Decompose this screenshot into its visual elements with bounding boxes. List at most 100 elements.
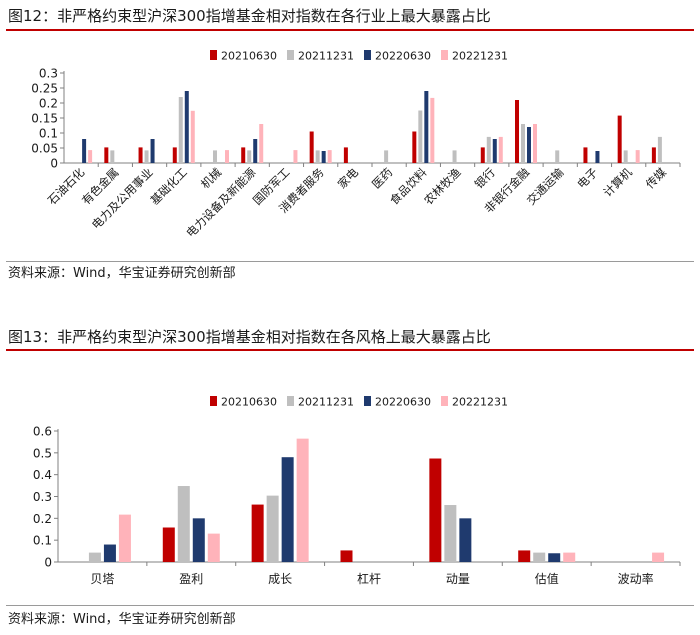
bar-20211231-农林牧渔 <box>452 150 457 163</box>
category-label: 电力及公用事业 <box>89 165 156 232</box>
legend-label-20221231: 20221231 <box>452 396 508 409</box>
category-label: 盈利 <box>179 572 203 586</box>
category-label: 家电 <box>335 165 362 192</box>
y-tick-label: 0.05 <box>31 142 58 156</box>
bar-20210630-杠杆 <box>340 550 353 562</box>
y-tick-label: 0 <box>44 556 52 570</box>
category-label: 交通运输 <box>524 165 567 208</box>
bar-20221231-国防军工 <box>293 150 298 163</box>
bar-20221231-盈利 <box>207 533 220 562</box>
chart-2-source: 资料来源：Wind，华宝证券研究创新部 <box>8 612 236 627</box>
legend: 20210630 20211231 20220630 20221231 <box>210 396 508 409</box>
category-label: 基础化工 <box>147 165 189 207</box>
bar-20220630-食品饮料 <box>424 91 429 163</box>
bar-20221231-估值 <box>563 552 576 562</box>
y-tick-label: 0.1 <box>39 127 58 141</box>
bar-20211231-机械 <box>213 150 217 163</box>
y-tick-label: 0.6 <box>33 425 52 439</box>
category-label: 医药 <box>369 165 395 191</box>
bar-20210630-盈利 <box>162 527 175 562</box>
bar-20211231-基础化工 <box>178 97 183 163</box>
bar-20211231-非银行金融 <box>521 124 525 163</box>
bar-20211231-交通运输 <box>555 150 560 163</box>
bar-20211231-医药 <box>384 150 389 163</box>
legend-swatch-20220630 <box>364 396 371 406</box>
bar-20221231-食品饮料 <box>430 97 435 163</box>
bar-20210630-基础化工 <box>172 147 177 163</box>
legend-label-20220630: 20220630 <box>375 50 431 63</box>
chart-2-title: 图13：非严格约束型沪深300指增基金相对指数在各风格上最大暴露占比 <box>8 328 491 346</box>
category-label: 传媒 <box>643 165 670 192</box>
bar-20221231-基础化工 <box>190 110 195 163</box>
chart-1-title-rule <box>6 29 694 31</box>
bar-20220630-盈利 <box>192 518 205 562</box>
bar-20210630-动量 <box>429 458 442 562</box>
bar-20220630-银行 <box>492 139 497 163</box>
legend-label-20210630: 20210630 <box>221 396 277 409</box>
bar-20211231-成长 <box>266 495 279 562</box>
bar-20211231-动量 <box>444 505 457 562</box>
category-label: 估值 <box>535 571 559 586</box>
bar-20210630-电子 <box>583 147 588 163</box>
bar-20211231-贝塔 <box>88 552 101 562</box>
bar-20210630-估值 <box>518 550 531 562</box>
legend-swatch-20210630 <box>210 396 217 406</box>
chart-1-industry-exposure: 20210630 20211231 20220630 2022123100.050.1… <box>31 50 681 240</box>
chart-2-source-rule <box>6 605 694 606</box>
bar-20210630-成长 <box>251 504 264 562</box>
bar-20221231-贝塔 <box>118 514 131 562</box>
bar-20211231-食品饮料 <box>418 110 423 163</box>
bar-20221231-成长 <box>296 438 309 562</box>
chart-2-title-rule <box>6 349 694 351</box>
bar-20220630-贝塔 <box>103 544 116 562</box>
bar-20210630-家电 <box>343 147 348 163</box>
bar-20221231-波动率 <box>652 552 665 562</box>
bar-20220630-电力及公用事业 <box>150 139 155 163</box>
bar-20221231-石油石化 <box>88 150 93 163</box>
category-label: 波动率 <box>618 571 654 586</box>
bar-20220630-非银行金融 <box>527 127 531 163</box>
legend-label-20211231: 20211231 <box>298 396 354 409</box>
bar-20220630-估值 <box>548 553 561 562</box>
legend-swatch-20220630 <box>364 50 371 60</box>
bar-20221231-银行 <box>498 136 503 163</box>
y-tick-label: 0.2 <box>33 512 52 526</box>
category-label: 动量 <box>446 572 470 586</box>
chart-1-title: 图12：非严格约束型沪深300指增基金相对指数在各行业上最大暴露占比 <box>8 7 491 25</box>
legend-swatch-20211231 <box>287 396 294 406</box>
chart-1-source: 资料来源：Wind，华宝证券研究创新部 <box>8 266 236 281</box>
y-tick-label: 0.1 <box>33 534 52 548</box>
bar-20221231-消费者服务 <box>327 150 332 163</box>
bar-20221231-计算机 <box>635 150 640 163</box>
bar-20221231-电力设备及新能源 <box>259 124 264 163</box>
bar-20211231-估值 <box>533 552 546 562</box>
y-tick-label: 0.5 <box>33 446 52 460</box>
bar-20220630-石油石化 <box>82 139 87 163</box>
bar-20220630-动量 <box>459 518 472 562</box>
bar-20211231-消费者服务 <box>315 150 320 163</box>
legend-label-20221231: 20221231 <box>452 50 508 63</box>
category-label: 农林牧渔 <box>421 165 463 207</box>
bar-20220630-成长 <box>281 457 294 562</box>
bar-20221231-非银行金融 <box>533 124 537 163</box>
bar-20221231-机械 <box>225 150 229 163</box>
bar-20210630-非银行金融 <box>515 100 519 163</box>
y-tick-label: 0.15 <box>31 112 58 126</box>
category-label: 杠杆 <box>357 571 381 586</box>
bar-20220630-电子 <box>595 151 600 163</box>
chart-2-style-exposure: 20210630 20211231 20220630 20221231 0 0.1 0.2 0… <box>33 396 681 586</box>
bar-20210630-食品饮料 <box>412 131 417 163</box>
legend: 20210630 20211231 20220630 20221231 <box>210 50 508 63</box>
legend-label-20220630: 20220630 <box>375 396 431 409</box>
bar-20220630-消费者服务 <box>321 151 326 163</box>
y-tick-label: 0.3 <box>33 490 52 504</box>
legend-swatch-20210630 <box>210 50 217 60</box>
y-tick-label: 0.25 <box>31 82 58 96</box>
bar-20210630-传媒 <box>651 147 656 163</box>
legend-swatch-20221231 <box>441 50 448 60</box>
category-label: 银行 <box>472 165 498 191</box>
bar-20220630-电力设备及新能源 <box>253 139 258 163</box>
bar-20211231-电力设备及新能源 <box>247 150 252 163</box>
bar-20211231-电力及公用事业 <box>144 150 149 163</box>
category-label: 电子 <box>574 165 600 191</box>
